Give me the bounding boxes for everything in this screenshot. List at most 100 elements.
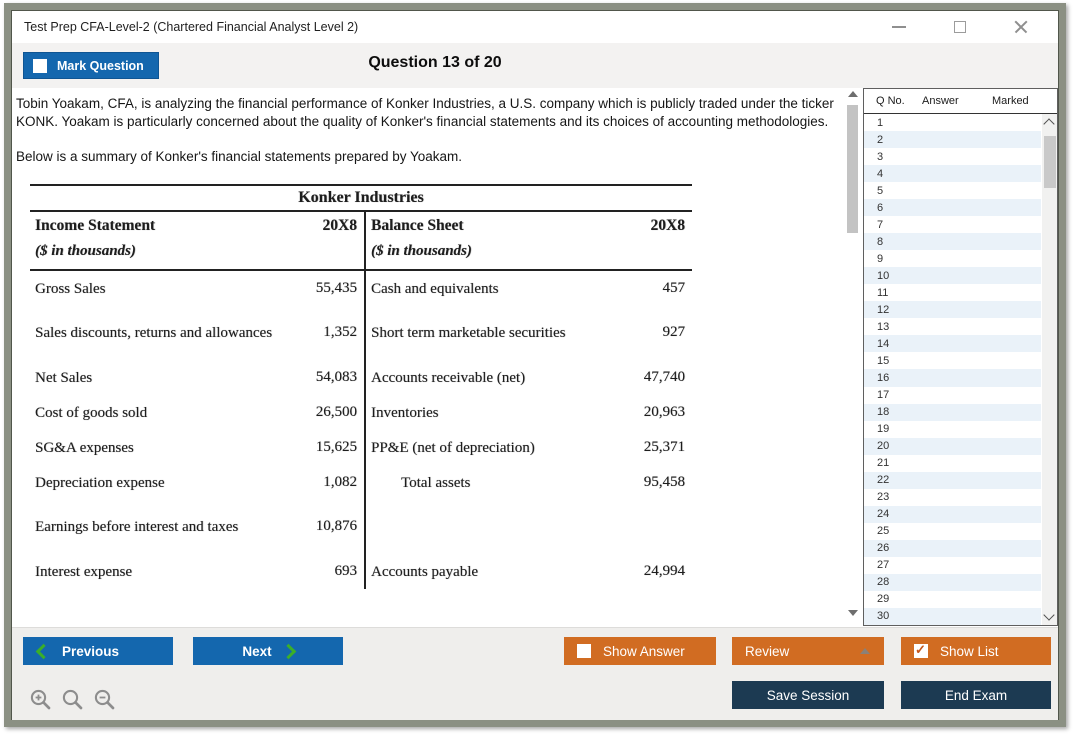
scroll-down-icon[interactable] xyxy=(848,610,858,616)
zoom-toolbar xyxy=(29,688,116,711)
question-list-row[interactable]: 18 xyxy=(864,403,1041,421)
exhibit-row-value: 1,352 xyxy=(323,324,357,341)
exhibit-row: Short term marketable securities 927 xyxy=(366,306,692,360)
exhibit-row-value: 10,876 xyxy=(315,518,357,535)
question-list-row[interactable]: 26 xyxy=(864,539,1041,557)
maximize-icon[interactable] xyxy=(954,21,966,33)
question-list-panel: Q No. Answer Marked 1 2 3 4 5 6 7 8 xyxy=(863,88,1058,626)
show-list-button[interactable]: Show List xyxy=(901,637,1051,665)
question-list-row[interactable]: 20 xyxy=(864,437,1041,455)
exhibit-row-label: Earnings before interest and taxes xyxy=(35,519,239,535)
question-number: 5 xyxy=(877,184,884,197)
question-body: Tobin Yoakam, CFA, is analyzing the fina… xyxy=(16,95,846,589)
question-list-row[interactable]: 17 xyxy=(864,387,1041,404)
exhibit-row: Earnings before interest and taxes 10,87… xyxy=(30,500,364,554)
exhibit-row: Net Sales 54,083 xyxy=(30,360,364,395)
scrollbar-thumb[interactable] xyxy=(847,105,858,233)
question-list-scrollbar[interactable] xyxy=(1042,114,1057,625)
question-list-row[interactable]: 12 xyxy=(864,301,1041,319)
exhibit-row: Cost of goods sold 26,500 xyxy=(30,395,364,430)
show-answer-checkbox[interactable] xyxy=(577,644,591,658)
question-list-row[interactable]: 13 xyxy=(864,318,1041,335)
question-list-row[interactable]: 2 xyxy=(864,131,1041,149)
exhibit-row-label: Net Sales xyxy=(35,369,93,386)
minimize-icon[interactable] xyxy=(892,26,906,28)
question-list-row[interactable]: 3 xyxy=(864,148,1041,165)
question-list-row[interactable]: 25 xyxy=(864,523,1041,540)
question-number: 6 xyxy=(877,201,884,214)
exhibit-row-label: Accounts receivable (net) xyxy=(371,369,526,386)
question-number: 28 xyxy=(877,576,890,589)
next-button[interactable]: Next xyxy=(193,637,343,665)
question-list-row[interactable]: 21 xyxy=(864,455,1041,472)
exhibit-title: Konker Industries xyxy=(30,183,692,212)
question-list-row[interactable]: 19 xyxy=(864,421,1041,438)
question-list-row[interactable]: 22 xyxy=(864,471,1041,489)
question-list-row[interactable]: 5 xyxy=(864,182,1041,199)
question-number: 21 xyxy=(877,457,890,470)
question-list-row[interactable]: 9 xyxy=(864,250,1041,267)
question-number: 16 xyxy=(877,371,890,384)
chevron-right-icon xyxy=(280,643,296,659)
scroll-up-icon[interactable] xyxy=(1043,118,1055,130)
question-number: 1 xyxy=(877,116,884,129)
close-icon[interactable] xyxy=(1014,20,1028,34)
exhibit-row-value: 54,083 xyxy=(315,368,357,385)
question-list-row[interactable]: 16 xyxy=(864,369,1041,387)
scroll-down-icon[interactable] xyxy=(1043,609,1055,621)
question-list-row[interactable]: 7 xyxy=(864,216,1041,233)
exhibit-row-value: 457 xyxy=(662,279,686,296)
question-list-row[interactable]: 11 xyxy=(864,284,1041,301)
income-statement-year: 20X8 xyxy=(322,217,357,234)
question-list-row[interactable]: 28 xyxy=(864,573,1041,591)
exhibit-row-label: Interest expense xyxy=(35,563,133,580)
question-list-row[interactable]: 24 xyxy=(864,505,1041,523)
footer-bar: Previous Next Show Answer Review Show Li… xyxy=(12,627,1058,720)
review-dropdown[interactable]: Review xyxy=(732,637,884,665)
income-statement-header: Income Statement xyxy=(35,217,156,234)
question-number: 11 xyxy=(877,286,889,299)
question-number: 8 xyxy=(877,235,884,248)
question-number: 17 xyxy=(877,389,890,402)
show-list-checkbox[interactable] xyxy=(914,642,928,658)
end-exam-button[interactable]: End Exam xyxy=(901,681,1051,709)
question-number: 20 xyxy=(877,440,890,453)
question-list-row[interactable]: 8 xyxy=(864,233,1041,251)
scroll-up-icon[interactable] xyxy=(848,91,858,97)
exhibit-row: Total assets 95,458 xyxy=(366,465,692,500)
question-list-row[interactable]: 6 xyxy=(864,199,1041,217)
scrollbar-thumb[interactable] xyxy=(1043,136,1056,188)
question-list-row[interactable]: 14 xyxy=(864,335,1041,353)
question-list-row[interactable]: 15 xyxy=(864,352,1041,369)
exhibit-row-label: Accounts payable xyxy=(371,563,479,580)
financial-statements-exhibit: Konker Industries Income Statement 20X8 … xyxy=(30,183,692,589)
exhibit-row-value: 55,435 xyxy=(315,279,357,296)
zoom-out-icon[interactable] xyxy=(93,688,116,711)
question-list-row[interactable]: 27 xyxy=(864,557,1041,574)
question-paragraph: Tobin Yoakam, CFA, is analyzing the fina… xyxy=(16,96,834,129)
question-number: 3 xyxy=(877,150,884,163)
triangle-up-icon xyxy=(860,648,870,654)
main-scrollbar[interactable] xyxy=(846,91,860,616)
question-list-header: Q No. Answer Marked xyxy=(864,89,1057,114)
question-list-row[interactable]: 30 xyxy=(864,607,1041,625)
zoom-in-icon[interactable] xyxy=(29,688,52,711)
exhibit-row-label: Sales discounts, returns and allowances xyxy=(35,325,273,341)
window-controls xyxy=(892,11,1028,43)
question-list-row[interactable]: 1 xyxy=(864,114,1041,131)
question-number: 30 xyxy=(877,610,890,623)
mark-question-checkbox[interactable] xyxy=(33,58,47,73)
exhibit-row: Inventories 20,963 xyxy=(366,395,692,430)
show-answer-button[interactable]: Show Answer xyxy=(564,637,716,665)
question-list-row[interactable]: 23 xyxy=(864,489,1041,506)
question-list-row[interactable]: 10 xyxy=(864,267,1041,285)
question-list-row[interactable]: 4 xyxy=(864,165,1041,183)
zoom-reset-icon[interactable] xyxy=(61,688,84,711)
mark-question-button[interactable]: Mark Question xyxy=(23,52,159,79)
question-number: 22 xyxy=(877,474,890,487)
save-session-button[interactable]: Save Session xyxy=(732,681,884,709)
question-counter: Question 13 of 20 xyxy=(368,54,502,71)
question-list-row[interactable]: 29 xyxy=(864,591,1041,608)
previous-button[interactable]: Previous xyxy=(23,637,173,665)
end-exam-label: End Exam xyxy=(944,687,1008,703)
